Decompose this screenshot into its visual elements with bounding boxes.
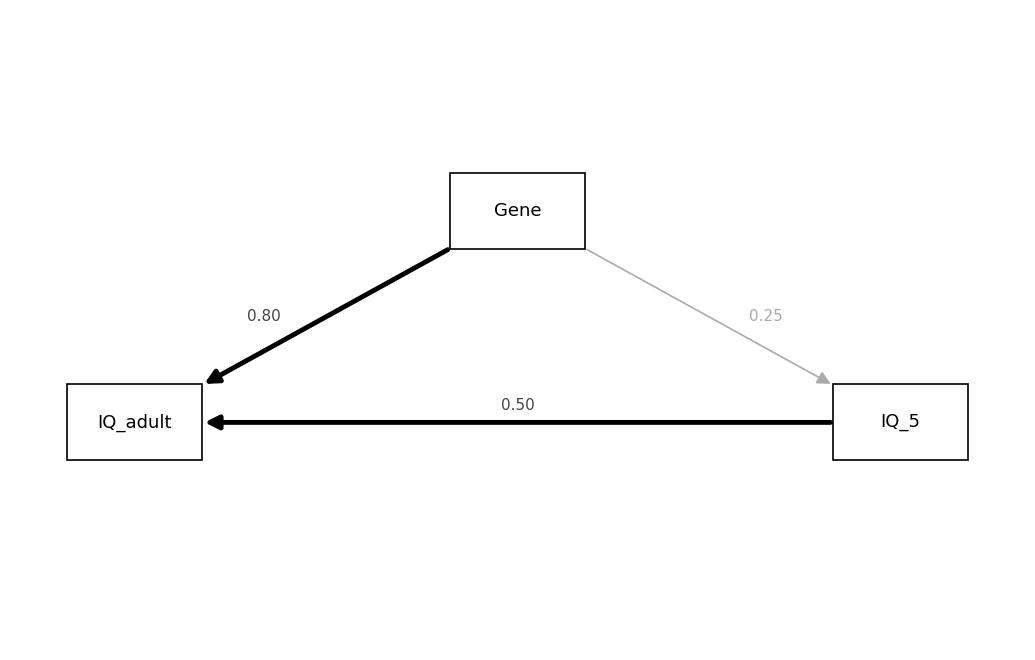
FancyBboxPatch shape: [833, 384, 968, 461]
FancyBboxPatch shape: [67, 384, 202, 461]
Text: 0.50: 0.50: [501, 399, 534, 413]
Text: IQ_adult: IQ_adult: [97, 413, 172, 432]
FancyBboxPatch shape: [450, 173, 585, 249]
Text: Gene: Gene: [494, 202, 541, 220]
Text: IQ_5: IQ_5: [881, 413, 920, 432]
Text: 0.25: 0.25: [749, 310, 782, 324]
Text: 0.80: 0.80: [247, 310, 280, 324]
